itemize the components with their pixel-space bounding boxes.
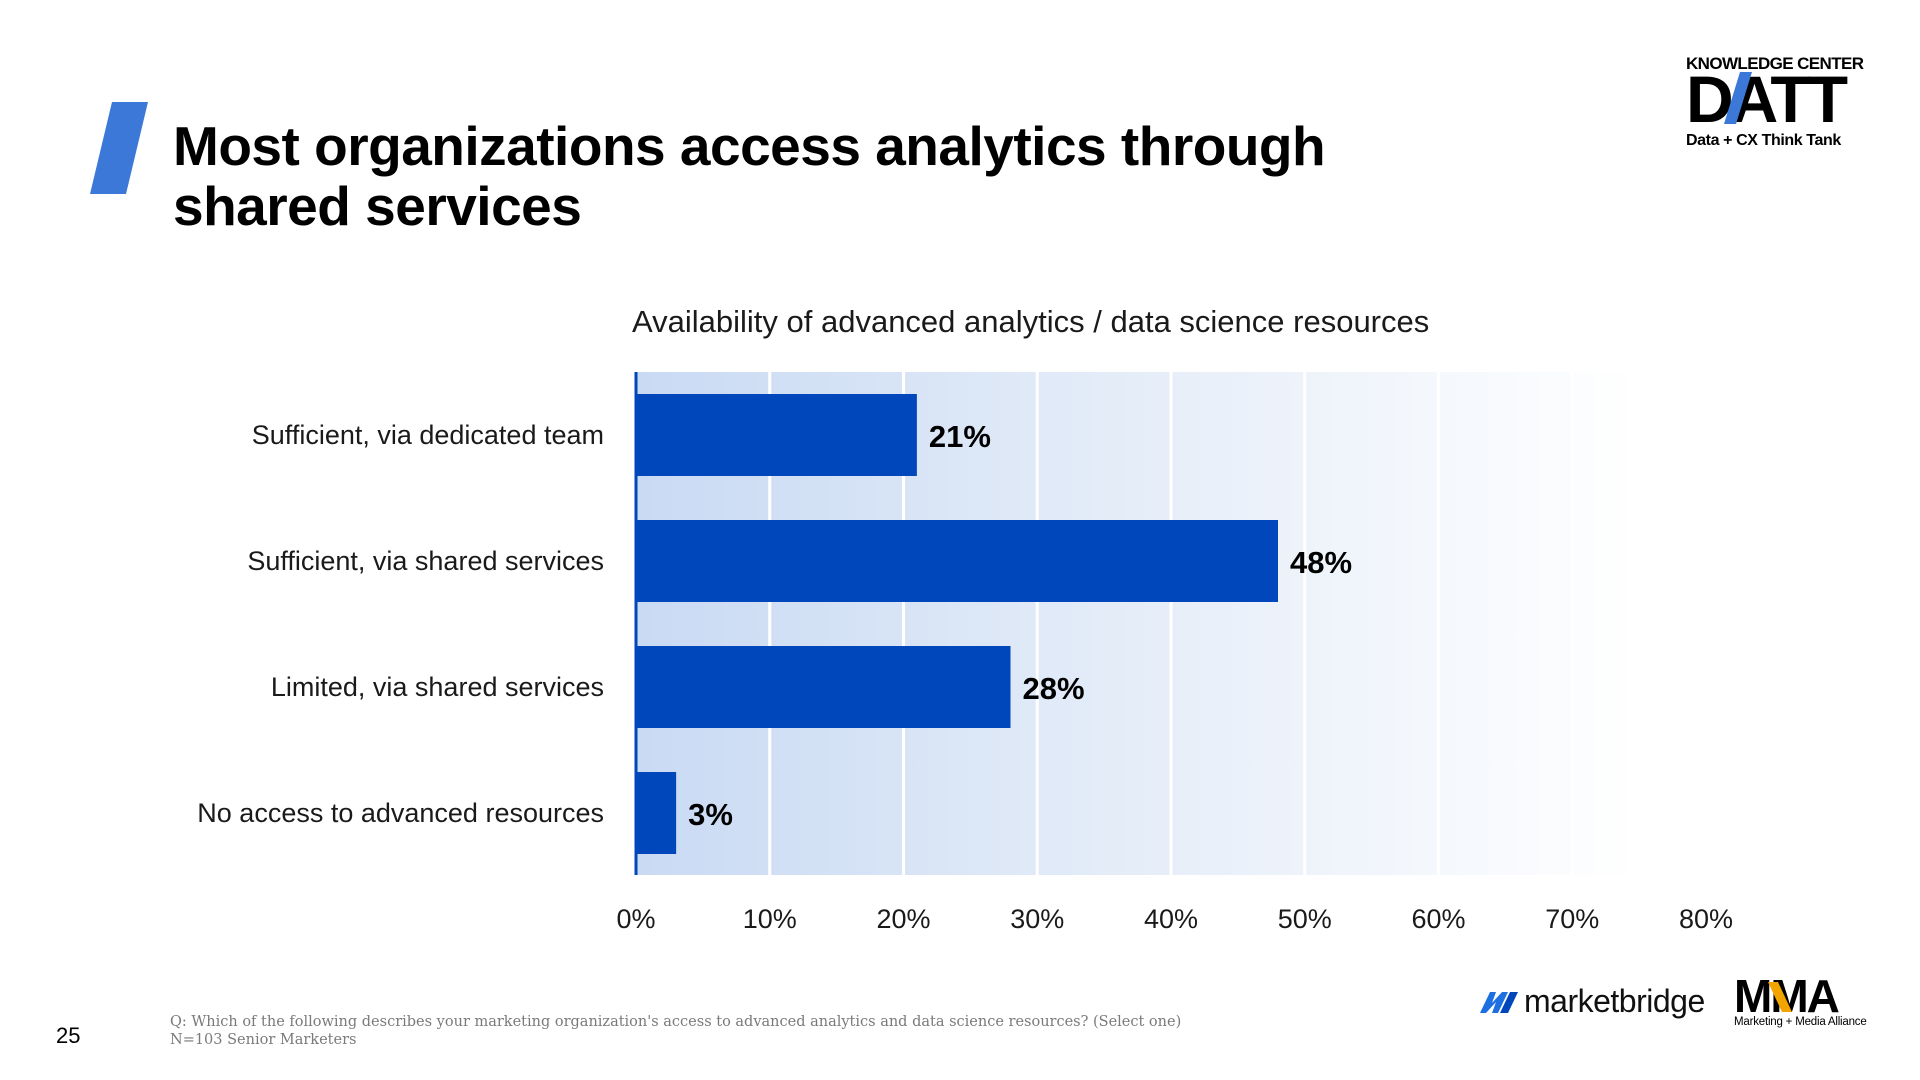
bar bbox=[636, 520, 1278, 602]
category-label: Sufficient, via dedicated team bbox=[252, 420, 604, 450]
datt-logo-header: KNOWLEDGE CENTER bbox=[1686, 54, 1864, 73]
data-labels: 21% 48% 28% 3% bbox=[688, 419, 1352, 832]
data-label: 28% bbox=[1023, 671, 1085, 706]
x-tick-labels: 0% 10% 20% 30% 40% 50% 60% 70% 80% bbox=[616, 904, 1733, 934]
svg-text:DATT: DATT bbox=[1686, 66, 1848, 130]
x-tick-label: 30% bbox=[1010, 904, 1064, 934]
bar-chart: 21% 48% 28% 3% Sufficient, via dedicated te… bbox=[197, 372, 1733, 934]
svg-text:MMA: MMA bbox=[1734, 978, 1839, 1016]
x-tick-label: 60% bbox=[1411, 904, 1465, 934]
data-label: 48% bbox=[1290, 545, 1352, 580]
mma-wordmark: MMA bbox=[1734, 970, 1841, 1022]
data-label: 3% bbox=[688, 797, 733, 832]
mma-logo-subtitle: Marketing + Media Alliance bbox=[1734, 1016, 1867, 1028]
x-tick-label: 50% bbox=[1278, 904, 1332, 934]
accent-slash-icon bbox=[90, 102, 148, 194]
category-labels: Sufficient, via dedicated team Sufficient… bbox=[197, 420, 604, 828]
bar bbox=[636, 394, 917, 476]
marketbridge-wordmark: marketbridge bbox=[1524, 983, 1705, 1019]
x-tick-label: 0% bbox=[616, 904, 655, 934]
datt-logo-subtitle: Data + CX Think Tank bbox=[1686, 132, 1841, 149]
page-title: Most organizations access analytics thro… bbox=[173, 115, 1326, 237]
footnote-question: Q: Which of the following describes your… bbox=[170, 1014, 1182, 1030]
chart-title: Availability of advanced analytics / dat… bbox=[632, 304, 1430, 339]
category-label: No access to advanced resources bbox=[197, 798, 604, 828]
bars bbox=[636, 394, 1278, 854]
mma-logo: MMA Marketing + Media Alliance bbox=[1734, 970, 1874, 1030]
x-tick-label: 20% bbox=[876, 904, 930, 934]
footnote: Q: Which of the following describes your… bbox=[170, 1013, 1181, 1049]
data-label: 21% bbox=[929, 419, 991, 454]
page-number: 25 bbox=[56, 1023, 81, 1048]
category-label: Limited, via shared services bbox=[271, 672, 604, 702]
x-tick-label: 40% bbox=[1144, 904, 1198, 934]
x-tick-label: 10% bbox=[743, 904, 797, 934]
x-tick-label: 70% bbox=[1545, 904, 1599, 934]
x-tick-label: 80% bbox=[1679, 904, 1733, 934]
bar bbox=[636, 646, 1011, 728]
footnote-sample-size: N=103 Senior Marketers bbox=[170, 1032, 357, 1048]
bar bbox=[636, 772, 677, 854]
category-label: Sufficient, via shared services bbox=[247, 546, 604, 576]
marketbridge-m-icon bbox=[1480, 992, 1518, 1013]
datt-logo-wordmark: DATT bbox=[1686, 66, 1851, 130]
datt-logo: KNOWLEDGE CENTER DATT Data + CX Think Ta… bbox=[1686, 54, 1886, 154]
